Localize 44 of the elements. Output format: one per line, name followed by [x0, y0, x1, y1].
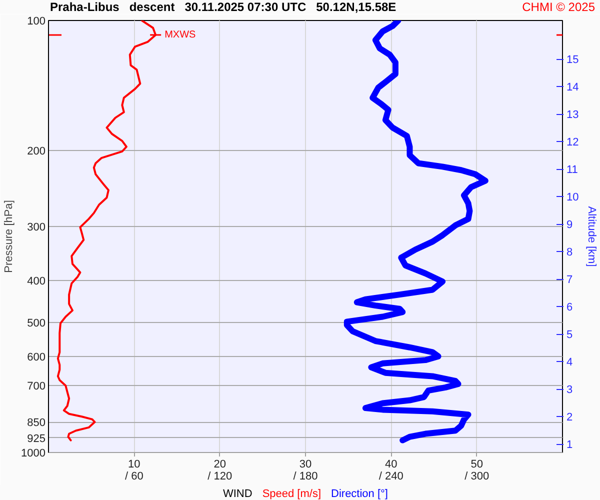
- x-tick-label: 10: [128, 458, 140, 470]
- y2-tick-label: 6: [566, 302, 573, 314]
- y2-tick-label: 8: [566, 246, 573, 259]
- y2-axis-title: Altitude [km]: [586, 206, 598, 267]
- y2-tick-label: 11: [566, 164, 578, 176]
- y2-tick-label: 7: [566, 274, 573, 286]
- y2-tick-label: 3: [566, 384, 573, 396]
- y2-tick-label: 10: [566, 192, 579, 204]
- y-tick-label: 850: [27, 417, 46, 430]
- y2-tick-label: 1: [566, 439, 573, 452]
- chart-title: Praha-Libus descent 30.11.2025 07:30 UTC 50.12N,15.58E: [50, 0, 396, 14]
- x-tick-label: 40: [385, 458, 398, 470]
- x2-tick-label: / 300: [464, 470, 490, 482]
- y-tick-label: 100: [27, 16, 46, 28]
- y2-tick-label: 12: [566, 136, 579, 149]
- y2-tick-label: 9: [566, 219, 573, 232]
- y-tick-label: 700: [27, 380, 46, 393]
- x-axis-title: WIND: [222, 488, 252, 500]
- x2-tick-label: / 180: [293, 470, 318, 482]
- y-tick-label: 200: [27, 146, 46, 158]
- y-tick-label: 925: [27, 432, 46, 445]
- line-series: [56, 20, 157, 442]
- annotation: MXWS: [164, 29, 196, 40]
- y-tick-label: 600: [27, 352, 46, 364]
- y-tick-label: 500: [27, 317, 46, 330]
- x-tick-label: 30: [299, 458, 312, 470]
- text: CHMI © 2025: [522, 0, 595, 14]
- x2-tick-label: / 60: [124, 470, 144, 482]
- y2-tick-label: 2: [566, 412, 573, 424]
- y-axis-title: Pressure [hPa]: [3, 200, 16, 273]
- y2-tick-label: 4: [566, 356, 573, 369]
- y2-tick-label: 5: [566, 329, 573, 342]
- x-tick-label: 50: [470, 458, 483, 470]
- y2-tick-label: 13: [566, 109, 579, 122]
- x2-tick-label: / 120: [208, 470, 232, 482]
- y-tick-label: 300: [27, 222, 46, 234]
- y2-tick-label: 14: [566, 82, 579, 94]
- x2-tick-label: / 240: [378, 470, 404, 482]
- text: Direction [°]: [331, 488, 388, 500]
- y2-tick-label: 15: [566, 54, 579, 66]
- y-tick-label: 400: [27, 276, 46, 288]
- text: Speed [m/s]: [262, 488, 322, 500]
- y-tick-label: 1000: [21, 448, 46, 460]
- x-tick-label: 20: [214, 458, 226, 470]
